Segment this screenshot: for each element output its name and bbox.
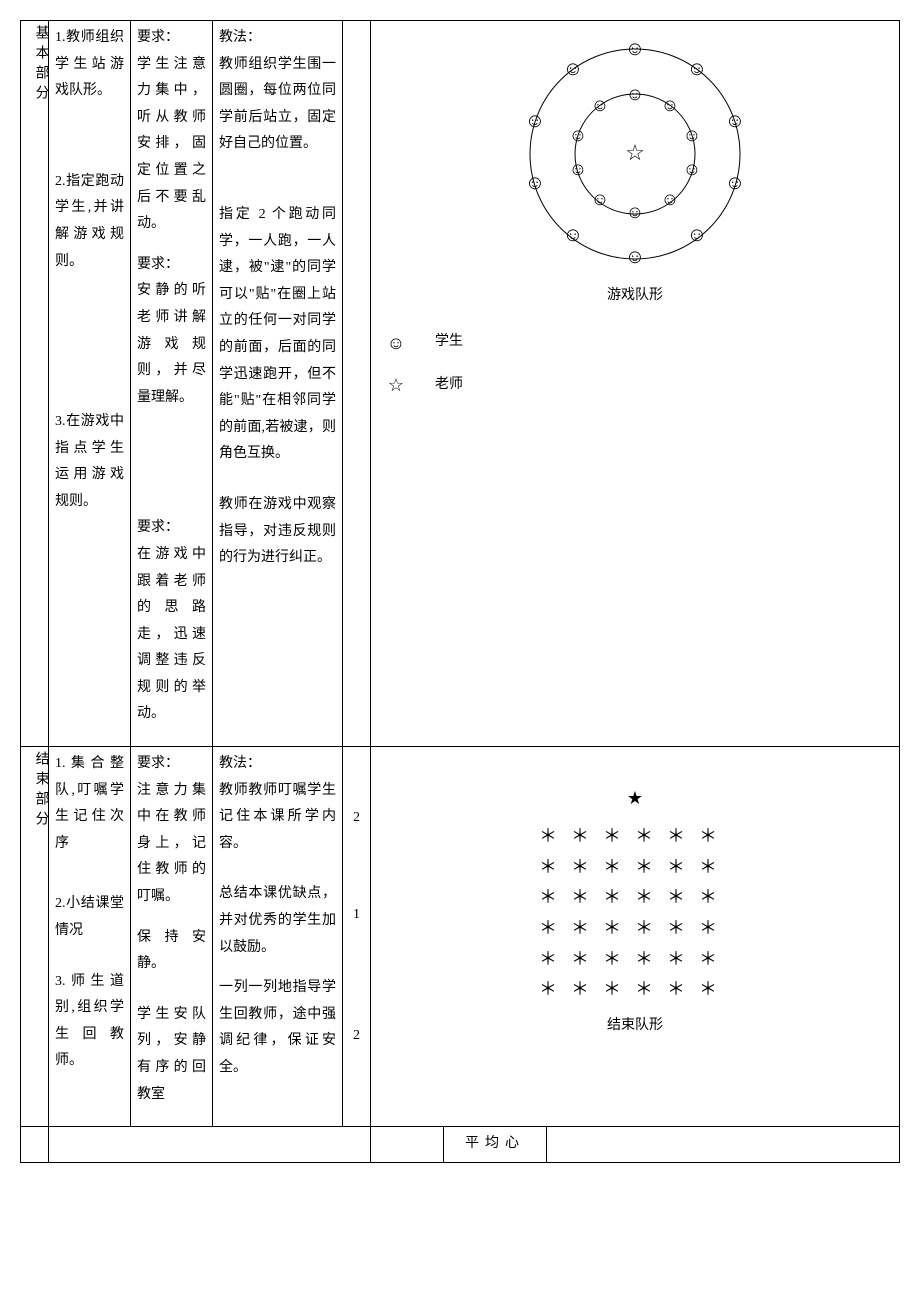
student-icon: ☺ [385, 326, 407, 360]
svg-text:☺: ☺ [661, 189, 679, 209]
method-item: 教师在游戏中观察指导，对违反规则的行为进行纠正。 [219, 492, 336, 572]
student-row: ＊＊＊＊＊＊ [377, 946, 893, 977]
svg-text:☺: ☺ [625, 246, 645, 268]
svg-text:☺: ☺ [683, 125, 701, 145]
svg-text:☺: ☺ [563, 224, 583, 246]
requirement-item: 要求： 在游戏中跟着老师的思路走，迅速调整违反规则的举动。 [137, 515, 206, 728]
svg-text:☺: ☺ [725, 172, 745, 194]
formation-label: 结束队形 [377, 1013, 893, 1040]
svg-text:☺: ☺ [626, 202, 644, 222]
svg-text:☺: ☺ [591, 95, 609, 115]
table-row: 基本部分 1.教师组织学生站游戏队形。 2.指定跑动学生,并讲解游戏规则。 3.… [21, 21, 900, 747]
time-value: 1 [349, 902, 364, 929]
activity-item: 3.在游戏中指点学生运用游戏规则。 [55, 409, 124, 515]
svg-text:☺: ☺ [725, 110, 745, 132]
method-item: 教法： 教师教师叮嘱学生记住本课所学内容。 [219, 751, 336, 857]
requirement-item: 学生安队列，安静有序的回教室 [137, 1002, 206, 1108]
formation-label: 游戏队形 [607, 283, 663, 310]
legend-teacher-label: 老师 [435, 372, 463, 399]
student-row: ＊＊＊＊＊＊ [377, 884, 893, 915]
basic-methods-cell: 教法： 教师组织学生围一圆圈，每位两位同学前后站立，固定好自己的位置。 指定 2… [213, 21, 343, 747]
method-item: 指定 2 个跑动同学，一人跑，一人逮，被"逮"的同学可以"贴"在圈上站立的任何一… [219, 202, 336, 468]
student-row: ＊＊＊＊＊＊ [377, 823, 893, 854]
requirement-item: 要求： 安静的听老师讲解游戏规则，并尽量理解。 [137, 252, 206, 412]
legend-teacher-row: ☆ 老师 [385, 368, 463, 402]
teacher-filled-star-icon: ★ [377, 781, 893, 815]
legend-student-row: ☺ 学生 [385, 326, 463, 360]
basic-activities-cell: 1.教师组织学生站游戏队形。 2.指定跑动学生,并讲解游戏规则。 3.在游戏中指… [49, 21, 131, 747]
requirement-item: 要求： 注意力集中在教师身上，记住教师的叮嘱。 [137, 751, 206, 911]
svg-text:☺: ☺ [687, 58, 707, 80]
svg-text:☺: ☺ [525, 110, 545, 132]
table-row: 结束部分 1.集合整队,叮嘱学生记住次序 2.小结课堂情况 3.师生道别,组织学… [21, 747, 900, 1127]
time-value: 2 [349, 1023, 364, 1050]
circle-formation-svg: ☆ ☺ ☺ ☺ ☺ ☺ ☺ ☺ ☺ ☺ ☺ [500, 29, 770, 279]
svg-text:☺: ☺ [591, 189, 609, 209]
teacher-star-icon: ☆ [625, 140, 645, 165]
section-label-end: 结束部分 [21, 747, 49, 1127]
svg-text:☺: ☺ [626, 84, 644, 104]
avg-heart-label: 平均心 [444, 1127, 547, 1162]
student-row: ＊＊＊＊＊＊ [377, 976, 893, 1007]
footer-row: 平均心 [21, 1127, 900, 1163]
activity-item: 1.教师组织学生站游戏队形。 [55, 25, 124, 105]
activity-item: 1.集合整队,叮嘱学生记住次序 [55, 751, 124, 857]
formation-legend: ☺ 学生 ☆ 老师 [385, 318, 463, 410]
end-requirements-cell: 要求： 注意力集中在教师身上，记住教师的叮嘱。 保持安静。 学生安队列，安静有序… [131, 747, 213, 1127]
method-item: 总结本课优缺点，并对优秀的学生加以鼓励。 [219, 881, 336, 961]
footer-right: 平均心 [371, 1127, 900, 1163]
activity-item: 2.指定跑动学生,并讲解游戏规则。 [55, 169, 124, 275]
student-row: ＊＊＊＊＊＊ [377, 854, 893, 885]
footer-empty [21, 1127, 49, 1163]
basic-requirements-cell: 要求： 学生注意力集中，听从教师安排，固定位置之后不要乱动。 要求： 安静的听老… [131, 21, 213, 747]
teacher-icon: ☆ [385, 368, 407, 402]
activity-item: 2.小结课堂情况 [55, 891, 124, 944]
svg-text:☺: ☺ [525, 172, 545, 194]
legend-student-label: 学生 [435, 329, 463, 356]
svg-text:☺: ☺ [563, 58, 583, 80]
svg-text:☺: ☺ [569, 125, 587, 145]
time-value: 2 [349, 805, 364, 832]
section-label-basic: 基本部分 [21, 21, 49, 747]
lesson-plan-table: 基本部分 1.教师组织学生站游戏队形。 2.指定跑动学生,并讲解游戏规则。 3.… [20, 20, 900, 1163]
svg-text:☺: ☺ [687, 224, 707, 246]
svg-text:☺: ☺ [683, 159, 701, 179]
end-formation-cell: ★ ＊＊＊＊＊＊ ＊＊＊＊＊＊ ＊＊＊＊＊＊ ＊＊＊＊＊＊ ＊＊＊＊＊＊ ＊＊＊… [371, 747, 900, 1127]
svg-text:☺: ☺ [569, 159, 587, 179]
game-formation-diagram: ☆ ☺ ☺ ☺ ☺ ☺ ☺ ☺ ☺ ☺ ☺ [377, 25, 893, 414]
end-methods-cell: 教法： 教师教师叮嘱学生记住本课所学内容。 总结本课优缺点，并对优秀的学生加以鼓… [213, 747, 343, 1127]
activity-item: 3.师生道别,组织学生回教师。 [55, 969, 124, 1075]
method-item: 教法： 教师组织学生围一圆圈，每位两位同学前后站立，固定好自己的位置。 [219, 25, 336, 158]
method-item: 一列一列地指导学生回教师，途中强调纪律，保证安全。 [219, 975, 336, 1081]
basic-formation-cell: ☆ ☺ ☺ ☺ ☺ ☺ ☺ ☺ ☺ ☺ ☺ [371, 21, 900, 747]
page-root: 基本部分 1.教师组织学生站游戏队形。 2.指定跑动学生,并讲解游戏规则。 3.… [20, 20, 900, 1163]
end-time-cell: 2 1 2 [343, 747, 371, 1127]
student-row: ＊＊＊＊＊＊ [377, 915, 893, 946]
end-formation-diagram: ★ ＊＊＊＊＊＊ ＊＊＊＊＊＊ ＊＊＊＊＊＊ ＊＊＊＊＊＊ ＊＊＊＊＊＊ ＊＊＊… [377, 751, 893, 1049]
end-activities-cell: 1.集合整队,叮嘱学生记住次序 2.小结课堂情况 3.师生道别,组织学生回教师。 [49, 747, 131, 1127]
requirement-item: 保持安静。 [137, 925, 206, 978]
footer-empty-wide [49, 1127, 371, 1163]
svg-text:☺: ☺ [661, 95, 679, 115]
svg-text:☺: ☺ [625, 38, 645, 60]
basic-time-cell [343, 21, 371, 747]
requirement-item: 要求： 学生注意力集中，听从教师安排，固定位置之后不要乱动。 [137, 25, 206, 238]
